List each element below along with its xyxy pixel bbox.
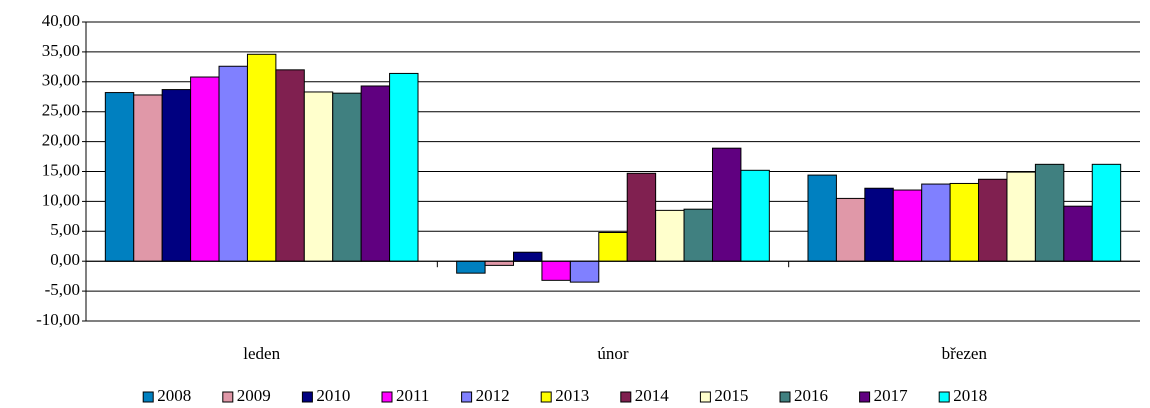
bar	[246, 53, 277, 262]
legend-swatch	[620, 391, 632, 403]
legend-label: 2008	[157, 386, 191, 405]
bar	[569, 260, 600, 283]
legend-label: 2018	[953, 386, 987, 405]
legend-swatch	[779, 391, 791, 403]
legend-label: 2015	[714, 386, 748, 405]
bar	[275, 69, 305, 262]
y-tick-label: 15,00	[42, 160, 80, 179]
bar	[711, 147, 742, 262]
bar	[892, 189, 923, 262]
bar	[1063, 205, 1093, 262]
y-tick-label: 5,00	[50, 220, 80, 239]
bar	[1034, 163, 1065, 262]
x-tick-label: leden	[243, 344, 280, 363]
x-tick-label: březen	[942, 344, 988, 363]
bar	[921, 183, 951, 262]
legend-swatch	[301, 391, 313, 403]
legend-swatch	[859, 391, 871, 403]
legend-label: 2017	[874, 386, 909, 405]
x-tick-label: únor	[597, 344, 629, 363]
y-tick-label: 0,00	[50, 250, 80, 269]
bar	[332, 92, 362, 262]
legend-label: 2016	[794, 386, 828, 405]
bar	[1006, 171, 1036, 262]
bar	[683, 208, 713, 262]
legend-swatch	[222, 391, 234, 403]
y-tick-label: 10,00	[42, 190, 80, 209]
y-tick-label: -5,00	[45, 280, 80, 299]
y-tick-label: 40,00	[42, 11, 80, 30]
bar	[303, 91, 334, 262]
bar	[161, 89, 192, 262]
bar	[360, 85, 391, 262]
bar	[190, 76, 220, 262]
bar	[513, 251, 543, 262]
legend-label: 2013	[555, 386, 589, 405]
bar	[598, 231, 628, 262]
legend-label: 2010	[316, 386, 350, 405]
y-tick-label: 20,00	[42, 131, 80, 150]
bar	[389, 72, 419, 262]
bar	[626, 172, 657, 262]
legend-label: 2009	[237, 386, 271, 405]
legend-swatch	[142, 391, 154, 403]
bar	[978, 178, 1008, 262]
y-tick-label: 30,00	[42, 71, 80, 90]
bar	[1091, 163, 1122, 262]
y-tick-label: -10,00	[36, 310, 80, 329]
bar	[133, 94, 163, 262]
bar	[218, 65, 248, 262]
bar	[104, 92, 135, 262]
legend-label: 2014	[635, 386, 670, 405]
bar	[835, 197, 866, 262]
y-tick-label: 35,00	[42, 41, 80, 60]
legend-swatch	[381, 391, 393, 403]
bar	[807, 174, 837, 262]
bar	[484, 260, 515, 266]
bar	[740, 169, 770, 262]
bar	[864, 187, 894, 262]
legend-swatch	[540, 391, 552, 403]
legend-swatch	[699, 391, 711, 403]
legend-label: 2012	[476, 386, 510, 405]
y-tick-label: 25,00	[42, 101, 80, 120]
legend-swatch	[938, 391, 950, 403]
bar	[949, 182, 980, 262]
legend-swatch	[461, 391, 473, 403]
bar	[655, 209, 685, 262]
bar	[541, 260, 571, 281]
legend-label: 2011	[396, 386, 429, 405]
bar	[456, 260, 486, 274]
